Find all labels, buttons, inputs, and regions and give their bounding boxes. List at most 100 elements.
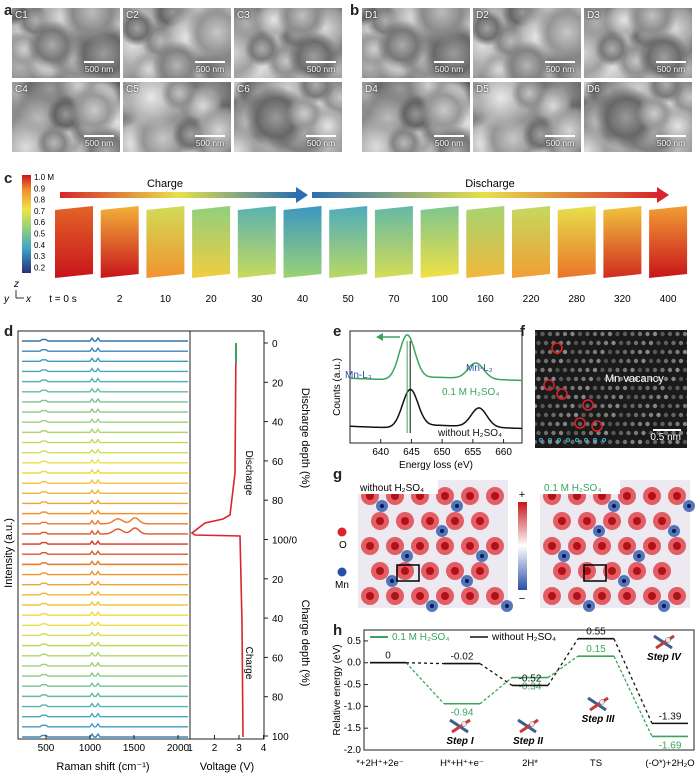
atom-column (652, 403, 658, 409)
raman-spectrum (22, 499, 188, 505)
oxygen-core (416, 592, 424, 600)
atom-column (633, 376, 639, 382)
atom-column (592, 403, 598, 409)
a-sem-c4: C4 500 nm (12, 82, 120, 152)
atom-column (540, 439, 545, 445)
oxygen-core (598, 592, 606, 600)
atom-column (630, 403, 635, 409)
f-scalebar-line (653, 429, 681, 431)
raman-spectrum (22, 631, 188, 637)
sem-tag: D5 (476, 84, 489, 95)
sem-scalebar-line (306, 135, 336, 137)
colorbar-tick: 0.3 (34, 252, 46, 261)
mn-core (465, 579, 469, 583)
h-ytick-label: -1.0 (344, 701, 362, 712)
atom-column (678, 430, 684, 436)
d-ylabel: Intensity (a.u.) (3, 518, 15, 588)
atom-column (637, 331, 643, 337)
atom-column (648, 340, 654, 346)
mn-core (455, 504, 459, 508)
d-depth-charge-label: Charge depth (%) (299, 600, 311, 687)
atom-column (626, 358, 631, 364)
atom-column (603, 340, 609, 346)
oxygen-core (573, 542, 581, 550)
atom-column (667, 421, 673, 427)
raman-spectrum (22, 468, 188, 474)
concentration-slab (603, 206, 642, 278)
atom-column (600, 349, 605, 355)
atom-column (682, 403, 687, 409)
atom-column (618, 340, 624, 346)
h-value-label: -1.39 (659, 711, 682, 722)
map-right (540, 480, 690, 608)
atom-column (656, 376, 661, 382)
atom-column (558, 430, 564, 436)
atom-column (596, 376, 601, 382)
atom-column (603, 412, 609, 418)
lattice-guide (584, 438, 588, 442)
atom-column (671, 376, 676, 382)
atom-column (682, 421, 687, 427)
oxygen-core (491, 542, 499, 550)
h-category: *+2H⁺+2e⁻ (356, 758, 404, 769)
concentration-slab (374, 206, 413, 278)
atom-column (588, 358, 594, 364)
mn-vacancy-label: Mn vacancy (605, 373, 664, 385)
h-category: H*+H⁺+e⁻ (440, 758, 484, 769)
sem-tag: D2 (476, 10, 489, 21)
g-plus: + (519, 489, 525, 501)
raman-tick-label: 2000 (167, 743, 190, 754)
atom-column (540, 367, 545, 373)
atom-column (536, 430, 541, 436)
label-mn-l2: Mn-L₂ (466, 363, 493, 374)
oxygen-core (548, 542, 556, 550)
atom-column (633, 358, 639, 364)
atom-column (570, 331, 575, 337)
atom-column (648, 430, 654, 436)
atom-column (566, 412, 571, 418)
oxygen-core (441, 542, 449, 550)
voltage-tick-label: 1 (187, 743, 193, 754)
raman-spectrum (22, 580, 188, 586)
atom-column (543, 340, 549, 346)
oxygen-core (658, 567, 666, 575)
concentration-slab (100, 206, 139, 278)
raman-spectrum (22, 407, 188, 413)
raman-spectrum (22, 539, 188, 545)
oxygen-core (366, 592, 374, 600)
atom-column (633, 394, 639, 400)
oxygen-core (451, 517, 459, 525)
panel-label-d: d (4, 323, 14, 340)
sem-scalebar-line (545, 61, 575, 63)
atom-column (581, 340, 586, 346)
raman-spectrum (22, 681, 188, 687)
axis-z: z (13, 279, 19, 290)
f-scale-text: 0.5 nm (650, 432, 681, 443)
atom-column (630, 331, 635, 337)
sem-scale-text: 500 nm (656, 64, 686, 74)
oxygen-core (673, 592, 681, 600)
charge-arrow (60, 192, 296, 198)
h-frame (363, 629, 695, 751)
b-sem-d6: D6 500 nm (584, 82, 692, 152)
atom-column (630, 439, 635, 445)
eels-tick-label: 650 (434, 447, 451, 458)
atom-column (660, 403, 665, 409)
atom-column (645, 421, 650, 427)
atom-column (645, 331, 650, 337)
depth-tick-label: 60 (272, 457, 284, 468)
atom-column (615, 439, 620, 445)
lattice-guide (602, 438, 606, 442)
discharge-arrow-head (657, 187, 669, 203)
atom-column (667, 385, 673, 391)
atom-column (592, 385, 598, 391)
sem-scalebar: 500 nm (545, 61, 575, 74)
atom-column (562, 439, 568, 445)
mn-core (587, 604, 591, 608)
atom-column (551, 430, 556, 436)
sem-scale-text: 500 nm (306, 64, 336, 74)
atom-column (585, 403, 590, 409)
oxygen-core (623, 492, 631, 500)
atom-column (536, 358, 541, 364)
